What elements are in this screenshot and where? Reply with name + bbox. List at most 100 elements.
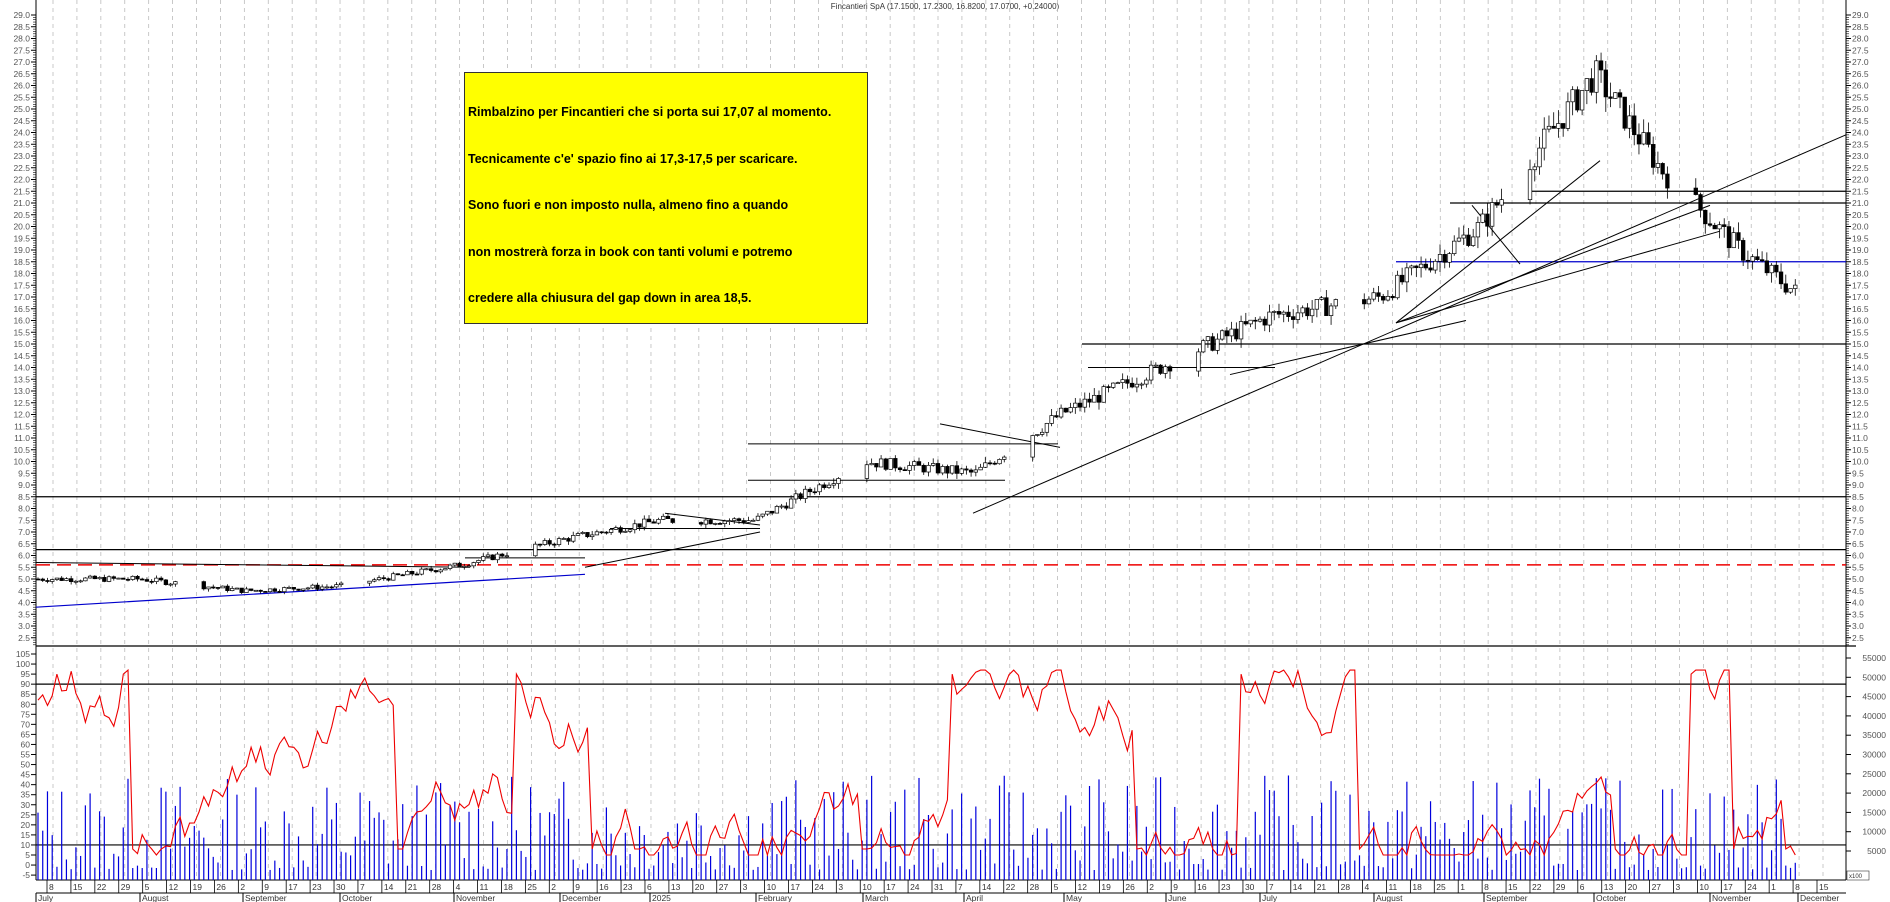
week-tick-label: 14 [384,882,394,892]
price-axis-label: 25.5 [1852,92,1869,102]
price-axis-label: 20.5 [1852,210,1869,220]
month-label: July [38,893,54,902]
week-tick-label: 1 [1771,882,1776,892]
week-tick-label: 1 [1460,882,1465,892]
oscillator-axis-label: 90 [21,679,31,689]
week-tick-label: 31 [934,882,944,892]
week-tick-label: 16 [1197,882,1207,892]
month-label: December [1800,893,1839,902]
volume-axis-label: 40000 [1862,711,1886,721]
week-tick-label: 3 [743,882,748,892]
week-tick-label: 24 [814,882,824,892]
price-axis-label: 22.5 [13,163,30,173]
oscillator-axis-label: 5 [25,850,30,860]
week-tick-label: 3 [838,882,843,892]
month-label: April [966,893,983,902]
price-axis-label: 6.0 [1852,551,1864,561]
month-label: October [342,893,372,902]
week-tick-label: 9 [575,882,580,892]
week-tick-label: 17 [790,882,800,892]
price-axis-label: 26.5 [13,69,30,79]
volume-axis-label: 45000 [1862,692,1886,702]
price-axis-label: 28.5 [1852,22,1869,32]
price-axis-label: 19.5 [1852,233,1869,243]
week-tick-label: 16 [599,882,609,892]
week-tick-label: 9 [1173,882,1178,892]
note-line: credere alla chiusura del gap down in ar… [468,291,752,305]
oscillator-axis-label: 10 [21,840,31,850]
price-axis-label: 24.0 [1852,128,1869,138]
oscillator-axis-label: 100 [16,659,30,669]
week-tick-label: 15 [1819,882,1829,892]
oscillator-axis-label: 60 [21,739,31,749]
price-axis-label: 12.0 [1852,410,1869,420]
oscillator-axis-label: 25 [21,810,31,820]
week-tick-label: 17 [886,882,896,892]
price-axis-label: 17.0 [1852,292,1869,302]
price-axis-label: 11.0 [14,433,30,443]
price-axis-label: 24.5 [1852,116,1869,126]
week-tick-label: 18 [503,882,513,892]
week-tick-label: 8 [1484,882,1489,892]
week-tick-label: 17 [288,882,298,892]
note-line: Tecnicamente c'e' spazio fino ai 17,3-17… [468,151,798,166]
volume-bars [37,775,1796,880]
volume-axis-label: 30000 [1862,750,1886,760]
oscillator-line [37,668,1796,858]
price-axis-label: 14.5 [13,351,30,361]
week-tick-label: 15 [73,882,83,892]
price-axis-label: 14.0 [1852,363,1869,373]
price-axis-label: 15.5 [1852,327,1869,337]
week-tick-label: 15 [1508,882,1518,892]
price-axis-label: 27.0 [1852,57,1869,67]
week-tick-label: 19 [193,882,203,892]
week-tick-label: 10 [767,882,777,892]
price-axis-label: 25.0 [1852,104,1869,114]
price-axis-label: 7.0 [18,527,30,537]
month-label: July [1262,893,1278,902]
price-axis-label: 14.0 [13,363,30,373]
week-tick-label: 22 [1006,882,1016,892]
week-tick-label: 22 [97,882,107,892]
price-axis-label: 13.0 [1852,386,1869,396]
oscillator-axis-label: 65 [21,729,31,739]
volume-axis-label: 5000 [1867,846,1886,856]
price-axis-label: 24.5 [13,116,30,126]
price-axis-label: 6.5 [18,539,30,549]
week-tick-label: 18 [1412,882,1422,892]
price-axis-label: 26.0 [13,81,30,91]
oscillator-axis-label: -5 [22,870,30,880]
week-tick-label: 20 [695,882,705,892]
price-axis-label: 22.0 [1852,175,1869,185]
price-axis-label: 10.0 [1852,457,1869,467]
week-tick-label: 13 [671,882,681,892]
week-tick-label: 29 [1556,882,1566,892]
month-label: December [562,893,601,902]
price-axis-label: 23.5 [13,139,30,149]
price-axis-label: 28.5 [13,22,30,32]
month-label: September [1486,893,1528,902]
volume-multiplier-box [1846,870,1870,881]
month-label: September [245,893,287,902]
price-axis-label: 18.5 [13,257,30,267]
price-axis-label: 26.0 [1852,81,1869,91]
price-axis-label: 25.5 [13,92,30,102]
month-label: August [142,893,169,902]
week-tick-label: 29 [121,882,131,892]
price-axis-label: 9.0 [1852,480,1864,490]
price-axis-label: 9.0 [18,480,30,490]
price-axis-label: 22.5 [1852,163,1869,173]
chart-title: Fincantieri SpA (17.1500, 17.2300, 16.82… [830,2,1060,11]
week-tick-label: 5 [145,882,150,892]
oscillator-axis-label: 80 [21,699,31,709]
price-axis-label: 28.0 [13,34,30,44]
price-axis-label: 2.5 [1852,633,1864,643]
price-axis-label: 17.0 [13,292,30,302]
oscillator-axis-label: 50 [21,760,31,770]
price-axis-label: 20.0 [1852,222,1869,232]
month-label: November [1712,893,1751,902]
volume-axis-label: 20000 [1862,788,1886,798]
week-tick-label: 20 [1628,882,1638,892]
week-tick-label: 13 [1604,882,1614,892]
